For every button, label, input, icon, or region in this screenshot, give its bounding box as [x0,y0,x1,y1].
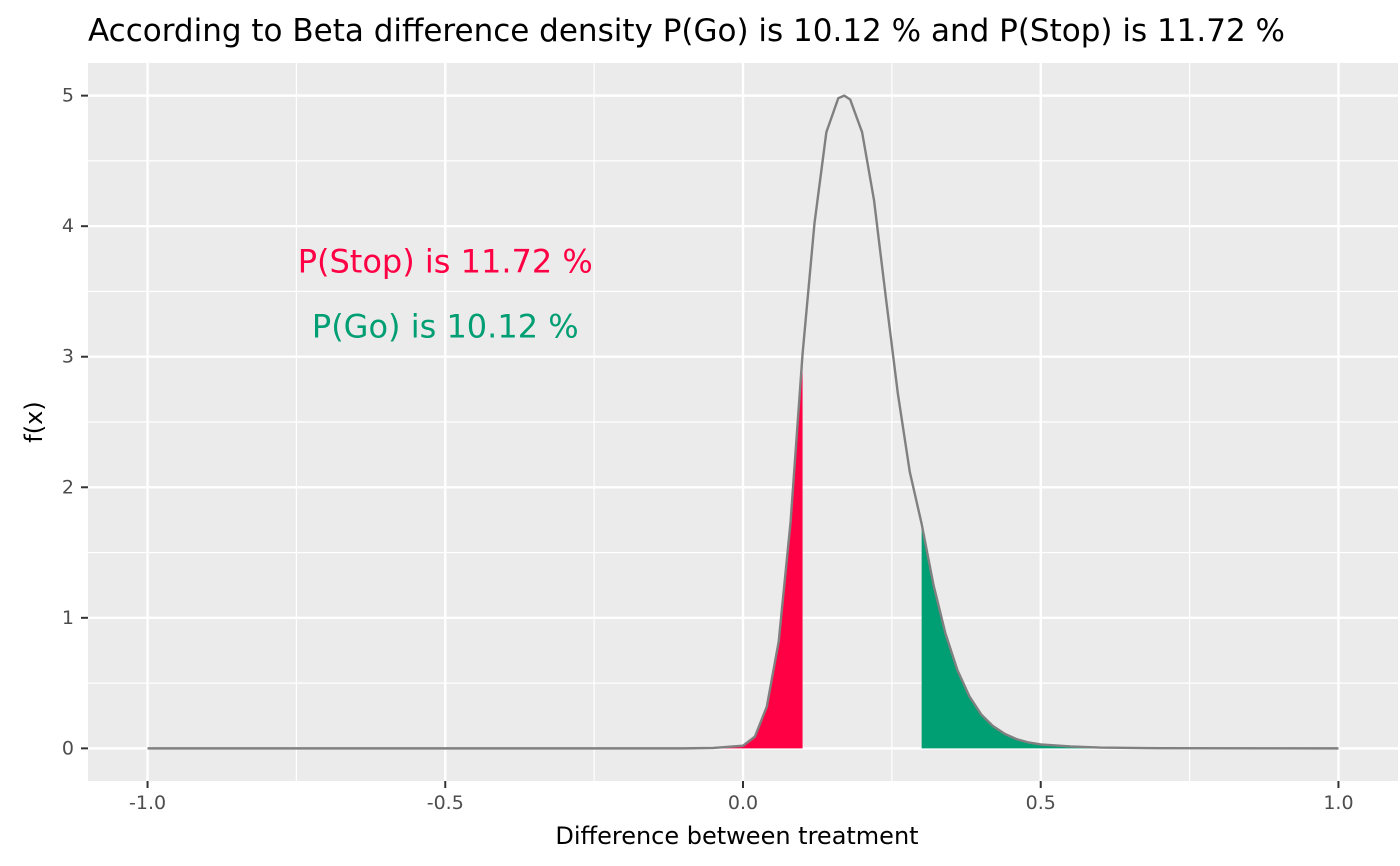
region-go [921,523,1339,749]
y-tick-label: 3 [62,346,74,368]
y-axis-title: f(x) [20,401,48,442]
x-tick-label: 0.5 [1026,792,1056,814]
x-tick-label: 1.0 [1323,792,1353,814]
y-tick-label: 2 [62,476,74,498]
x-tick-label: -0.5 [427,792,464,814]
density-curve [147,94,1339,750]
y-axis: 0 1 2 3 4 5 [62,85,88,759]
annotation-label: P(Go) is 10.12 % [312,308,579,346]
x-tick-label: -1.0 [129,792,166,814]
x-axis: -1.0 -0.5 0.0 0.5 1.0 [129,781,1354,814]
y-tick-label: 5 [62,85,74,107]
x-tick-label: 0.0 [728,792,758,814]
shaded-regions [147,354,1339,749]
y-tick-label: 0 [62,737,74,759]
chart-title: According to Beta difference density P(G… [88,13,1285,49]
annotations: P(Stop) is 11.72 % P(Go) is 10.12 % [298,242,593,345]
y-tick-label: 4 [62,215,74,237]
annotation-label: P(Stop) is 11.72 % [298,242,593,280]
y-tick-label: 1 [62,607,74,629]
density-curve-group [147,94,1339,750]
x-axis-title: Difference between treatment [555,822,918,850]
